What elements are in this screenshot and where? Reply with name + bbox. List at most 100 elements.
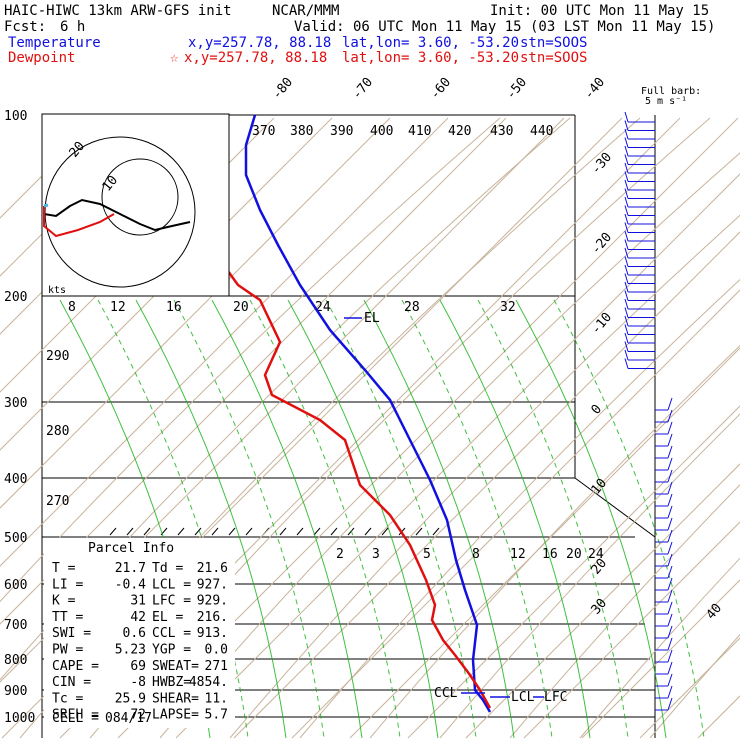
- dry-adiabat: [579, 557, 740, 739]
- parcel-value-right: 21.6: [197, 561, 228, 576]
- mixing-tick: [381, 527, 389, 536]
- dry-adiabat: [229, 214, 740, 739]
- theta-label-410: 410: [408, 124, 431, 139]
- dry-adiabat: [159, 152, 740, 739]
- wind-barb-flag: [667, 457, 673, 471]
- moist-adiabat: [287, 299, 439, 739]
- wind-barb-flag: [667, 409, 673, 423]
- wind-barb-flag: [624, 154, 629, 165]
- isotherm-label-30: 30: [589, 596, 611, 618]
- pressure-label-700: 700: [4, 618, 27, 633]
- pressure-label-200: 200: [4, 290, 27, 305]
- moist-adiabat: [135, 299, 287, 739]
- parcel-value-right: 4854.: [189, 675, 228, 690]
- init-time: Init: 00 UTC Mon 11 May 15: [490, 3, 709, 19]
- wind-barb-flag: [624, 213, 629, 225]
- parcel-label-left: Tc =: [52, 691, 83, 706]
- pressure-label-100: 100: [4, 109, 27, 124]
- parcel-label-right: EL =: [152, 610, 183, 625]
- hodograph-ring-10: [101, 158, 179, 236]
- lfc-annotation: LFC: [544, 690, 567, 705]
- wind-barb-flag: [667, 661, 673, 675]
- dry-adiabat: [649, 633, 740, 739]
- wind-barb-flag: [624, 179, 629, 191]
- wind-barb-flag: [624, 307, 629, 318]
- hodograph-units: kts: [48, 285, 66, 296]
- wind-barb-flag: [667, 505, 673, 519]
- parcel-value-right: 271: [205, 659, 228, 674]
- wind-barb-flag: [667, 397, 673, 411]
- legend-dewpoint-xy: x,y=257.78, 88.18: [184, 50, 327, 66]
- parcel-label-right: SHEAR=: [152, 691, 199, 706]
- wind-barb-flag: [624, 281, 629, 293]
- wind-barb-flag: [667, 685, 673, 699]
- parcel-value-left: 69: [130, 659, 146, 674]
- parcel-label-right: YGP =: [152, 643, 191, 658]
- wind-barb-flag: [624, 349, 629, 361]
- pressure-label-400: 400: [4, 472, 27, 487]
- wind-barb-flag: [624, 162, 629, 174]
- parcel-value-left: 25.9: [115, 691, 146, 706]
- isotherm-label-10: 10: [589, 476, 611, 498]
- mixing-label-lower-16: 16: [542, 547, 558, 562]
- barb-legend-line2: 5 m s⁻¹: [645, 96, 687, 107]
- parcel-label-right: Td =: [152, 561, 183, 576]
- isotherm-line: [581, 579, 740, 739]
- wind-barb-flag: [667, 637, 673, 651]
- parcel-value-left: 5.23: [115, 643, 146, 658]
- parcel-value-left: 21.7: [115, 561, 146, 576]
- mixing-tick: [330, 527, 338, 536]
- theta-label-430: 430: [490, 124, 513, 139]
- mixing-label-lower-20: 20: [566, 547, 582, 562]
- wind-barb-flag: [624, 239, 629, 250]
- mixing-label-lower-2: 2: [336, 547, 344, 562]
- wind-barb-flag: [667, 577, 673, 591]
- legend-dewpoint-latlon: lat,lon= 3.60, -53.20: [342, 50, 519, 66]
- parcel-value-left: 72: [130, 708, 146, 723]
- wind-barb-flag: [667, 529, 673, 543]
- wind-barb-flag: [667, 517, 673, 531]
- wind-barb-flag: [624, 332, 629, 344]
- wind-barb-flag: [624, 120, 629, 131]
- mixing-tick: [313, 527, 321, 536]
- wind-barb-flag: [667, 601, 673, 615]
- parcel-value-right: 913.: [197, 626, 228, 641]
- parcel-label-left: TT =: [52, 610, 83, 625]
- isotherm-label-0: 0: [589, 402, 606, 418]
- parcel-label-left: LI =: [52, 577, 83, 592]
- wind-barb-flag: [624, 128, 629, 140]
- moist-adiabat: [515, 299, 667, 739]
- mixing-label-lower-3: 3: [372, 547, 380, 562]
- wind-barb-flag: [624, 290, 629, 301]
- parcel-value-right: 11.: [205, 691, 228, 706]
- wind-barb-flag: [667, 697, 673, 711]
- mixing-tick: [228, 527, 236, 536]
- theta-label-380: 380: [290, 124, 313, 139]
- legend-dewpoint-stn: stn=SOOS: [520, 50, 587, 66]
- wind-barb-flag: [667, 541, 673, 555]
- mixing-tick: [109, 527, 117, 536]
- isotherm-label--60: -60: [428, 75, 455, 103]
- hodograph-trace: [43, 198, 191, 232]
- parcel-value-left: -0.4: [115, 577, 146, 592]
- parcel-value-right: 0.0: [205, 643, 228, 658]
- wind-barb-flag: [624, 247, 629, 259]
- wind-barb-flag: [667, 433, 673, 447]
- right-axis-slant: [574, 477, 656, 538]
- parcel-value-left: 0.6: [123, 626, 146, 641]
- isotherm-line: [291, 289, 740, 739]
- theta-label-440: 440: [530, 124, 553, 139]
- wind-barb-flag: [667, 481, 673, 495]
- parcel-label-right: LAPSE=: [152, 708, 199, 723]
- mixing-tick: [415, 527, 423, 536]
- fcst-label: Fcst:: [4, 19, 46, 35]
- legend-temperature-label: Temperature: [8, 35, 101, 51]
- parcel-value-right: 927.: [197, 577, 228, 592]
- isotherm-label--70: -70: [350, 75, 377, 103]
- mixing-label-upper-16: 16: [166, 300, 182, 315]
- wind-barb-flag: [667, 469, 673, 483]
- parcel-label-left: PW =: [52, 643, 83, 658]
- lcl-annotation: LCL: [511, 690, 535, 705]
- wind-barb-flag: [624, 230, 629, 242]
